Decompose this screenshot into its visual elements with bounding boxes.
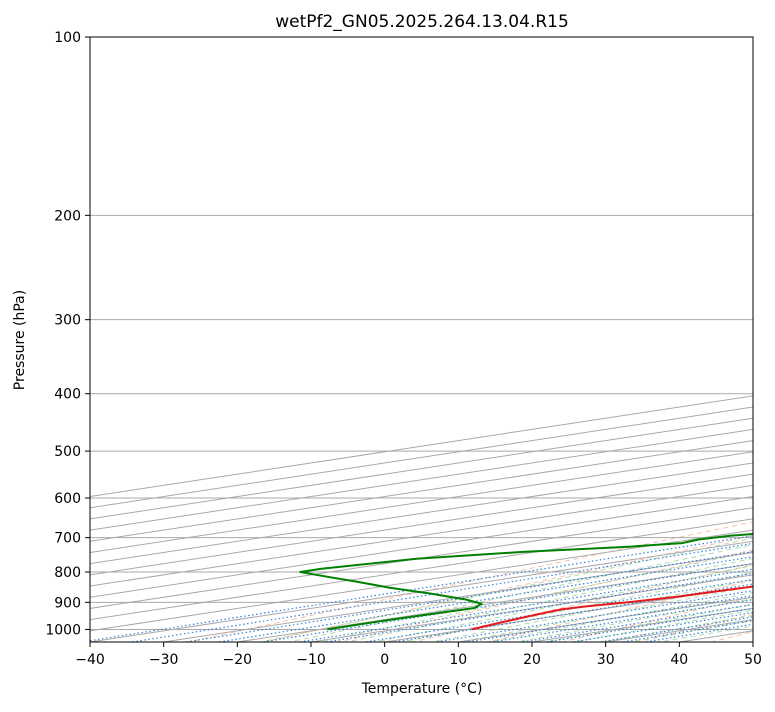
y-tick-label: 700	[54, 531, 81, 547]
y-tick-label: 400	[54, 387, 81, 403]
y-tick-label: 500	[54, 444, 81, 460]
x-tick-label: −40	[75, 652, 105, 668]
x-tick-label: −20	[223, 652, 253, 668]
x-tick-label: 30	[597, 652, 615, 668]
y-tick-label: 900	[54, 595, 81, 611]
y-tick-label: 200	[54, 208, 81, 224]
x-tick-label: −30	[149, 652, 179, 668]
x-tick-label: 20	[523, 652, 541, 668]
x-tick-label: 10	[449, 652, 467, 668]
y-tick-label: 100	[54, 30, 81, 46]
x-tick-label: 50	[744, 652, 762, 668]
x-tick-label: −10	[296, 652, 326, 668]
x-tick-label: 40	[670, 652, 688, 668]
y-tick-label: 800	[54, 565, 81, 581]
x-tick-label: 0	[380, 652, 389, 668]
y-tick-label: 1000	[45, 622, 81, 638]
y-tick-label: 600	[54, 491, 81, 507]
x-axis-label: Temperature (°C)	[361, 681, 483, 697]
chart-title: wetPf2_GN05.2025.264.13.04.R15	[275, 12, 569, 32]
y-tick-label: 300	[54, 313, 81, 329]
y-axis-label: Pressure (hPa)	[12, 290, 28, 390]
